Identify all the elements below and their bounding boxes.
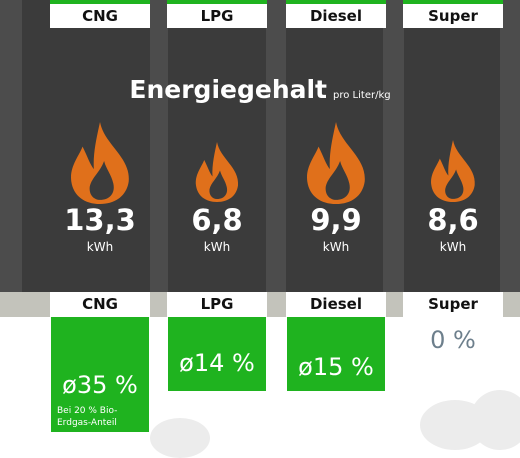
energy-unit: kWh [439, 240, 467, 254]
flame-icon [431, 140, 475, 202]
share-value: 0 % [430, 326, 476, 354]
flame-icon [307, 122, 365, 204]
energy-value: 13,3 [64, 203, 136, 237]
title: Energiegehalt [129, 75, 328, 104]
cloud [150, 418, 210, 458]
energy-unit: kWh [322, 240, 350, 254]
energy-unit: kWh [86, 240, 114, 254]
dark-background [0, 0, 520, 292]
background-strip [150, 0, 168, 292]
flame-icon [71, 122, 129, 204]
energy-value: 6,8 [191, 203, 243, 237]
background-strip [383, 0, 404, 292]
title-block: Energiegehalt pro Liter/kg [0, 75, 520, 104]
flame-icon [195, 142, 239, 202]
fuel-label: Super [403, 292, 503, 317]
share-value: ø35 % [62, 371, 138, 399]
fuel-header: Super [403, 0, 503, 28]
share-value: ø14 % [179, 349, 255, 377]
subtitle: pro Liter/kg [333, 90, 391, 101]
energy-value: 8,6 [427, 203, 479, 237]
background-strip [500, 0, 520, 292]
share-box: ø14 % [168, 317, 266, 391]
background-strip [266, 0, 286, 292]
fuel-header: CNG [50, 0, 150, 28]
fuel-header: Diesel [286, 0, 386, 28]
fuel-label: CNG [50, 292, 150, 317]
share-note: Bei 20 % Bio-Erdgas-Anteil [57, 406, 118, 428]
share-box: ø35 % Bei 20 % Bio-Erdgas-Anteil [51, 317, 149, 432]
share-value: ø15 % [298, 353, 374, 381]
background-strip [0, 0, 22, 292]
fuel-header: LPG [167, 0, 267, 28]
fuel-label: LPG [167, 292, 267, 317]
energy-unit: kWh [203, 240, 231, 254]
energy-value: 9,9 [310, 203, 362, 237]
share-box: ø15 % [287, 317, 385, 391]
fuel-label: Diesel [286, 292, 386, 317]
